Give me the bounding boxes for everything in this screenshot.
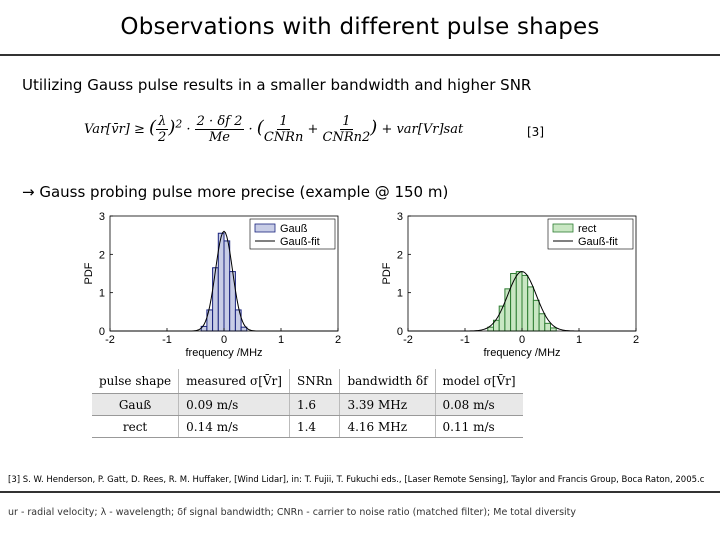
y-tick-label: 3 (99, 211, 105, 223)
equation-reference: [3] (527, 125, 544, 139)
table-header: pulse shape (92, 369, 179, 394)
x-tick-label: -1 (460, 334, 470, 346)
x-tick-label: 2 (633, 334, 639, 346)
histogram-bar (487, 326, 495, 332)
x-axis-label: frequency /MHz (483, 347, 560, 359)
table-cell: 0.08 m/s (434, 393, 523, 416)
table-cell: 0.11 m/s (434, 415, 523, 438)
histogram-bar (223, 240, 231, 332)
table-header: model σ[V̄r] (434, 369, 523, 394)
histogram-bar (532, 299, 540, 332)
gauss-note: → Gauss probing pulse more precise (exam… (22, 183, 449, 201)
table-cell: 4.16 MHz (339, 415, 436, 438)
table-row: Gauß 0.09 m/s 1.6 3.39 MHz 0.08 m/s (92, 393, 523, 416)
subtitle: Utilizing Gauss pulse results in a small… (22, 76, 532, 94)
x-axis-label: frequency /MHz (185, 347, 262, 359)
equation-power: 2 (175, 117, 183, 131)
y-tick-label: 2 (397, 249, 403, 261)
footer-legend: ur - radial velocity; λ - wavelength; δf… (8, 507, 577, 518)
histogram-bar (515, 271, 523, 332)
histogram-bar (229, 271, 236, 332)
results-table: pulse shape measured σ[V̄r] SNRn bandwid… (92, 369, 523, 438)
table-header: bandwidth δf (339, 369, 436, 394)
x-tick-label: 0 (519, 334, 525, 346)
page-title: Observations with different pulse shapes (120, 14, 600, 40)
x-tick-label: 1 (278, 334, 284, 346)
y-tick-label: 0 (99, 326, 105, 338)
x-tick-label: 1 (576, 334, 582, 346)
y-tick-label: 0 (397, 326, 403, 338)
x-tick-label: -2 (403, 334, 413, 346)
histogram-bar (544, 322, 552, 332)
histogram-bar (538, 313, 546, 332)
variance-equation: Var[v̄r] ≥ (λ 2)2 · 2 · δf 2 Me · (1 CNRn +… (84, 114, 464, 145)
y-axis-label: PDF (83, 262, 95, 284)
histogram-bar (527, 286, 534, 332)
y-tick-label: 2 (99, 249, 105, 261)
table-cell: 1.4 (288, 415, 340, 438)
table-cell: Gauß (92, 393, 179, 416)
bandwidth-fraction: 2 · δf 2 Me (194, 114, 245, 145)
table-header: measured σ[V̄r] (178, 369, 290, 394)
y-tick-label: 1 (397, 288, 403, 300)
equation-tail: + var[Vr]sat (381, 122, 464, 137)
histogram-bar (521, 274, 529, 332)
legend-entry: Gauß (280, 223, 308, 235)
table-row: rect 0.14 m/s 1.4 4.16 MHz 0.11 m/s (92, 415, 523, 438)
table-cell: 0.14 m/s (178, 415, 290, 438)
table-cell: 3.39 MHz (339, 393, 436, 416)
legend-entry: rect (578, 223, 596, 235)
y-tick-label: 3 (397, 211, 403, 223)
citation: [3] S. W. Henderson, P. Gatt, D. Rees, R… (8, 475, 705, 485)
cnr-squared-fraction: 1 CNRn2 (322, 114, 371, 145)
histogram-bar (550, 327, 557, 332)
x-tick-label: -2 (105, 334, 115, 346)
table-cell: rect (92, 415, 179, 438)
title-divider (0, 54, 720, 56)
table-header: SNRn (288, 369, 340, 394)
equation-lhs: Var[v̄r] ≥ (84, 122, 145, 137)
x-tick-label: 2 (335, 334, 341, 346)
table-header-row: pulse shape measured σ[V̄r] SNRn bandwid… (92, 369, 523, 394)
legend-entry: Gauß-fit (578, 236, 618, 248)
histogram-bar (212, 267, 219, 332)
y-tick-label: 1 (99, 288, 105, 300)
table-cell: 1.6 (288, 393, 340, 416)
x-tick-label: 0 (221, 334, 227, 346)
legend-entry: Gauß-fit (280, 236, 320, 248)
legend-swatch (552, 223, 574, 233)
table-cell: 0.09 m/s (178, 393, 290, 416)
x-tick-label: -1 (162, 334, 172, 346)
y-axis-label: PDF (381, 262, 393, 284)
footer-divider (0, 491, 720, 493)
cnr-fraction: 1 CNRn (263, 114, 304, 145)
legend-swatch (254, 223, 276, 233)
